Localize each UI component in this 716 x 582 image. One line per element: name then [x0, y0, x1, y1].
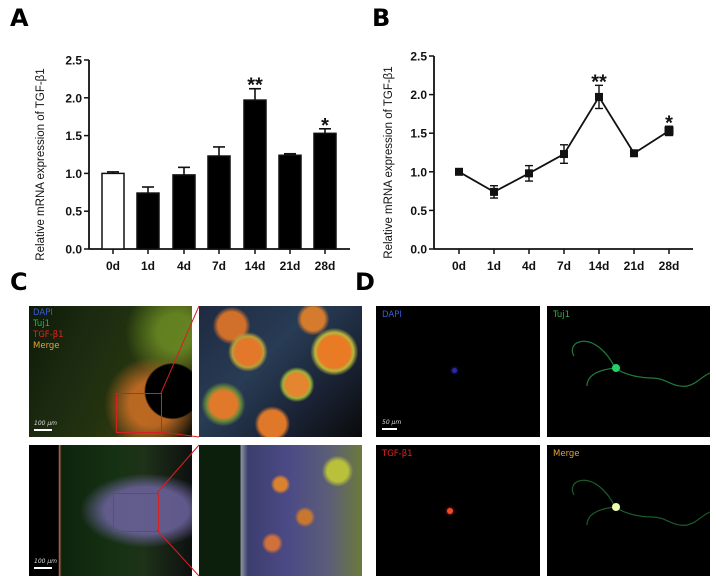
y-axis-title: Relative mRNA expression of TGF-β1: [35, 68, 47, 260]
marker-0d: [455, 167, 463, 176]
d-tile-tgfb1: TGF-β1: [376, 445, 540, 576]
marker-1d: [490, 187, 498, 196]
zoom-box-bottom: [113, 493, 159, 532]
bar-14d: [243, 99, 267, 250]
bar-1d: [136, 192, 160, 250]
legend-merge: Merge: [33, 341, 60, 351]
x-tick-label: 28d: [659, 259, 680, 273]
panel-letter-a: A: [10, 4, 29, 32]
panel-letter-d: D: [355, 268, 375, 296]
scale-bar-c-top: [34, 429, 52, 431]
c-zoom-bottom: [199, 445, 362, 576]
line-chart-b: 0.0 0.5 1.0 1.5 2.0 2.5 0d 1d 4d 7d 14d 21d 28d Relat…: [383, 50, 693, 273]
d-scale-bar: [382, 428, 397, 430]
scale-bar-c-bottom: [34, 567, 52, 569]
marker-14d: [595, 92, 603, 101]
marker-21d: [630, 149, 638, 158]
neuron-merge: [571, 479, 710, 526]
x-tick-label: 7d: [557, 259, 571, 273]
y-tick-label: 2.5: [65, 54, 82, 68]
marker-4d: [525, 169, 533, 178]
x-tick-label: 21d: [624, 259, 645, 273]
bar-chart-a: 0.0 0.5 1.0 1.5 2.0 2.5 0d 1d 4d 7d 14d 21d 28d Relat…: [35, 54, 350, 273]
x-tick-label: 7d: [212, 259, 226, 273]
y-axis-title: Relative mRNA expression of TGF-β1: [383, 66, 395, 258]
d-tile-merge: Merge: [547, 445, 710, 576]
legend-tuj1: Tuj1: [33, 319, 51, 329]
bar-28d: [313, 132, 337, 250]
scale-label-c-top: 100 μm: [34, 420, 58, 427]
significance-marker: **: [591, 71, 607, 93]
cell-red: [447, 508, 453, 514]
x-tick-label: 0d: [106, 259, 120, 273]
x-tick-label: 14d: [589, 259, 610, 273]
y-tick-label: 0.5: [65, 205, 82, 219]
marker-7d: [560, 150, 568, 159]
y-tick-label: 0.0: [65, 243, 82, 257]
y-tick-label: 1.0: [410, 165, 427, 179]
d-tile-tuj1: Tuj1: [547, 306, 710, 437]
y-tick-label: 1.5: [65, 129, 82, 143]
d-label-tgfb1: TGF-β1: [382, 449, 413, 459]
significance-marker: **: [247, 75, 263, 97]
marker-28d: [664, 126, 674, 136]
panel-letter-c: C: [10, 268, 28, 296]
y-tick-label: 0.0: [410, 243, 427, 257]
y-tick-label: 1.0: [65, 167, 82, 181]
y-tick-label: 2.0: [65, 91, 82, 105]
zoom-box-top: [116, 393, 162, 433]
significance-marker: *: [665, 112, 673, 134]
d-tile-dapi: DAPI 50 μm: [376, 306, 540, 437]
y-tick-label: 1.5: [410, 127, 427, 141]
c-zoom-top: [199, 306, 362, 437]
x-tick-label: 1d: [141, 259, 155, 273]
bar-4d: [172, 174, 196, 250]
legend-dapi: DAPI: [33, 308, 53, 318]
x-tick-label: 4d: [177, 259, 191, 273]
x-tick-label: 0d: [452, 259, 466, 273]
x-tick-label: 28d: [315, 259, 336, 273]
x-tick-label: 1d: [487, 259, 501, 273]
scale-label-c-bottom: 100 μm: [34, 558, 58, 565]
significance-marker: *: [321, 115, 329, 137]
bar-21d: [278, 154, 302, 250]
d-label-merge: Merge: [553, 449, 580, 459]
c-overview-bottom: 100 μm: [29, 445, 192, 576]
bar-7d: [207, 155, 231, 250]
panel-letter-b: B: [372, 4, 391, 32]
y-tick-label: 0.5: [410, 204, 427, 218]
nucleus-blue: [452, 368, 457, 373]
d-label-dapi: DAPI: [382, 310, 402, 320]
bar-0d: [101, 172, 125, 250]
d-scale-label: 50 μm: [382, 419, 402, 426]
c-overview-top: DAPI Tuj1 TGF-β1 Merge 100 μm: [29, 306, 192, 437]
d-label-tuj1: Tuj1: [553, 310, 571, 320]
x-tick-label: 4d: [522, 259, 536, 273]
x-tick-label: 14d: [245, 259, 266, 273]
y-tick-label: 2.5: [410, 50, 427, 64]
x-tick-label: 21d: [280, 259, 301, 273]
neuron-green: [571, 340, 710, 387]
legend-tgfb1: TGF-β1: [33, 330, 64, 340]
y-tick-label: 2.0: [410, 88, 427, 102]
